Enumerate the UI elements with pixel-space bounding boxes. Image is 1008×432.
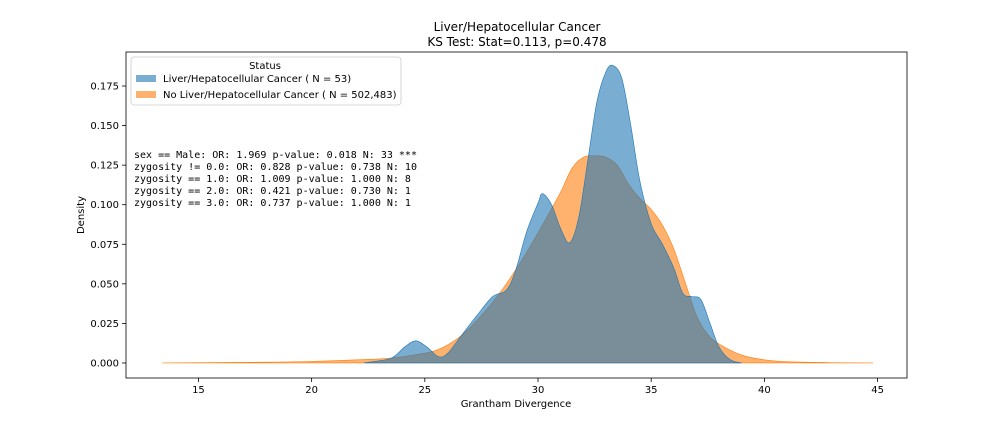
legend-title: Status: [249, 61, 281, 72]
y-axis-label: Density: [76, 196, 87, 234]
legend-label-liver: Liver/Hepatocellular Cancer ( N = 53): [163, 74, 351, 85]
y-tick-label: 0.125: [90, 161, 119, 172]
density-area-liver-cancer: [363, 64, 742, 364]
x-tick-label: 25: [418, 385, 431, 396]
x-axis-label: Grantham Divergence: [461, 399, 572, 410]
legend-swatch-no-liver: [136, 91, 156, 98]
plot-frame: [125, 51, 908, 379]
annotation-line: zygosity == 3.0: OR: 0.737 p-value: 1.00…: [134, 198, 411, 209]
annotation-block: sex == Male: OR: 1.969 p-value: 0.018 N:…: [134, 150, 417, 209]
x-tick-label: 20: [305, 385, 318, 396]
chart-title: Liver/Hepatocellular Cancer: [434, 20, 601, 34]
x-tick-label: 45: [871, 385, 884, 396]
annotation-line: zygosity == 2.0: OR: 0.421 p-value: 0.73…: [134, 186, 411, 197]
x-tick-label: 40: [758, 385, 771, 396]
y-tick-label: 0.150: [90, 121, 119, 132]
density-areas: [162, 64, 874, 364]
legend: Status Liver/Hepatocellular Cancer ( N =…: [130, 56, 402, 106]
x-tick-label: 15: [192, 385, 205, 396]
y-tick-label: 0.000: [90, 358, 119, 369]
y-tick-label: 0.175: [90, 82, 119, 93]
chart-subtitle: KS Test: Stat=0.113, p=0.478: [427, 35, 606, 49]
annotation-line: zygosity == 1.0: OR: 1.009 p-value: 1.00…: [134, 174, 411, 185]
y-tick-label: 0.100: [90, 200, 119, 211]
x-axis-ticks: 15 20 25 30 35 40 45: [192, 378, 884, 396]
y-tick-label: 0.025: [90, 319, 119, 330]
y-tick-label: 0.075: [90, 240, 119, 251]
x-tick-label: 35: [645, 385, 658, 396]
y-axis-ticks: 0.000 0.025 0.050 0.075 0.100 0.125 0.150 0.175: [90, 82, 126, 369]
legend-label-no-liver: No Liver/Hepatocellular Cancer ( N = 502…: [163, 90, 397, 101]
legend-swatch-liver: [136, 75, 156, 82]
y-tick-label: 0.050: [90, 279, 119, 290]
x-tick-label: 30: [532, 385, 545, 396]
annotation-line: zygosity != 0.0: OR: 0.828 p-value: 0.73…: [134, 162, 417, 173]
annotation-line: sex == Male: OR: 1.969 p-value: 0.018 N:…: [134, 150, 417, 161]
legend-box: [130, 56, 402, 106]
